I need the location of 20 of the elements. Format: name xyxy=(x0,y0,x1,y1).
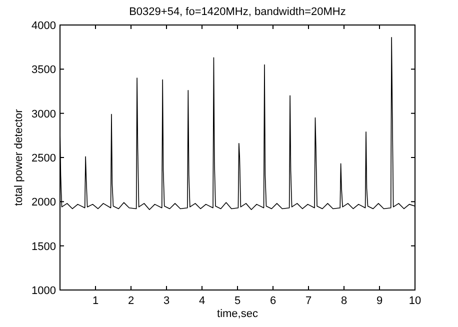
y-tick-label: 2500 xyxy=(32,152,56,164)
x-tick-label: 3 xyxy=(163,295,170,307)
x-tick-label: 4 xyxy=(198,295,206,307)
x-tick-label: 1 xyxy=(92,295,99,307)
y-tick-label: 4000 xyxy=(32,20,56,32)
x-tick-label: 7 xyxy=(305,295,312,307)
y-axis-title: total power detector xyxy=(13,108,25,206)
x-axis-title: time,sec xyxy=(217,308,258,320)
y-tick-label: 1500 xyxy=(32,240,56,253)
y-tick-label: 1000 xyxy=(32,285,56,297)
x-tick-label: 5 xyxy=(234,295,241,307)
x-tick-label: 9 xyxy=(376,295,383,307)
x-tick-label: 10 xyxy=(408,295,422,307)
y-tick-label: 3500 xyxy=(32,64,56,76)
x-tick-label: 2 xyxy=(128,295,134,307)
x-tick-label: 6 xyxy=(270,295,276,307)
chart-title: B0329+54, fo=1420MHz, bandwidth=20MHz xyxy=(129,6,346,18)
y-tick-label: 2000 xyxy=(32,196,56,209)
y-tick-label: 3000 xyxy=(32,108,56,120)
x-tick-label: 8 xyxy=(340,295,348,307)
